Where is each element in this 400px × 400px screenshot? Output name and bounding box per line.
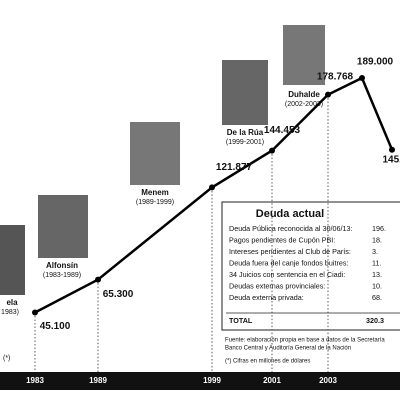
person-period: (1983-1989) [43, 272, 81, 279]
photo [0, 225, 25, 295]
row-label: Deuda Pública reconocida al 30/06/13: [229, 224, 352, 233]
year-label: 1989 [89, 376, 107, 385]
table-box [221, 201, 400, 331]
row-label: Deuda externa privada: [229, 293, 304, 302]
person-name: Alfonsín [46, 261, 78, 270]
year-bar [0, 372, 400, 390]
row-value: 18. [372, 235, 382, 244]
row-value: 10. [372, 281, 382, 290]
photo [130, 122, 180, 185]
row-value: 13. [372, 270, 382, 279]
point [325, 91, 331, 98]
row-label: Deuda fuera del canje fondos buitres: [229, 258, 348, 267]
point [209, 184, 215, 191]
point [389, 146, 395, 153]
point [269, 147, 275, 154]
year-label: 1983 [26, 376, 44, 385]
person-period: (2002-2003) [285, 101, 323, 108]
row-label: Intereses pendientes al Club de París: [229, 247, 351, 256]
person-name: ela [6, 298, 18, 307]
year-label: 1999 [203, 376, 221, 385]
point [32, 309, 38, 316]
point [359, 75, 365, 81]
value-label: 45.100 [40, 321, 71, 332]
person-name: Duhalde [288, 90, 320, 99]
row-value: 196. [372, 224, 386, 233]
photo [222, 60, 268, 125]
source: Banco Central y Auditoría General de la … [225, 346, 351, 352]
value-label: 121.877 [216, 162, 253, 173]
value-label: 144.453 [264, 125, 301, 136]
year-label: 2003 [319, 376, 337, 385]
person-period: (1999-2001) [226, 139, 264, 146]
row-label: Deudas externas provinciales: [229, 281, 325, 290]
value-label: 189.000 [357, 57, 394, 68]
source: Fuente: elaboración propia en base a dat… [225, 338, 385, 344]
value-label: 145.0 [382, 154, 400, 165]
row-label: Pagos pendientes de Cupón PBI: [229, 235, 335, 244]
year-label: 2001 [263, 376, 281, 385]
value-label: 178.768 [317, 71, 354, 82]
total-value: 320.3 [366, 316, 384, 325]
person-name: Menem [141, 188, 169, 197]
person-name: De la Rúa [227, 128, 264, 137]
row-value: 11. [372, 258, 381, 267]
person-period: (1989-1999) [136, 199, 174, 206]
person-period: 1983) [1, 309, 19, 316]
point [95, 276, 101, 283]
row-value: 3. [372, 247, 378, 256]
note-marker: (*) [3, 355, 10, 362]
table-rows: Deuda Pública reconocida al 30/06/13: 196… [229, 224, 386, 302]
total-label: TOTAL [229, 316, 253, 325]
footnote: (*) Cifras en millones de dólares [225, 359, 310, 365]
photo [283, 25, 325, 85]
row-label: 34 Juicios con sentencia en el Ciadi: [229, 270, 345, 279]
table-title: Deuda actual [256, 208, 324, 220]
row-value: 68. [372, 293, 382, 302]
photo [38, 195, 88, 258]
value-label: 65.300 [103, 289, 134, 300]
